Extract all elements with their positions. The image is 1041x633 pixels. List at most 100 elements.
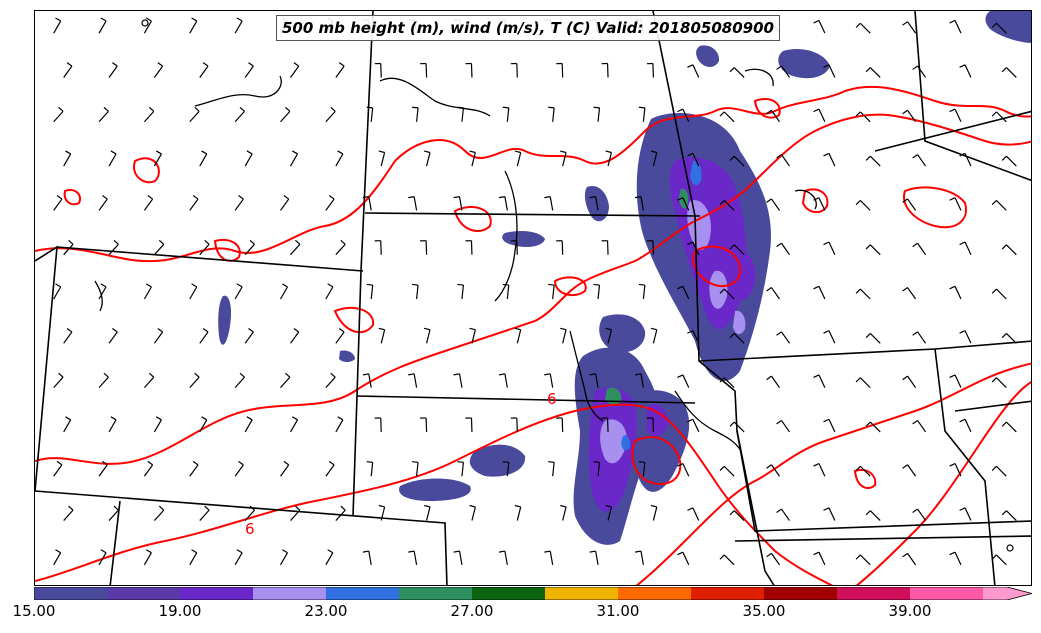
temperature-contour <box>853 469 877 489</box>
wind-speed-shading <box>218 11 1031 545</box>
wind-barb <box>234 17 243 34</box>
state-boundary-line <box>364 212 701 217</box>
wind-barb <box>189 283 198 300</box>
wind-barb <box>766 109 780 123</box>
wind-barb <box>143 283 152 300</box>
wind-barb <box>902 464 917 477</box>
wind-barb <box>902 375 917 388</box>
state-boundary-line <box>954 400 1031 412</box>
wind-shade-region <box>733 310 746 335</box>
wind-barb <box>677 462 690 477</box>
wind-barb <box>589 196 599 211</box>
state-boundary-line <box>652 11 775 585</box>
wind-barb <box>912 331 927 344</box>
wind-barb <box>469 327 476 344</box>
wind-barb <box>469 504 476 521</box>
river-line <box>379 77 491 117</box>
wind-barb <box>776 154 790 167</box>
wind-shade-region <box>469 444 526 477</box>
wind-barb <box>949 108 962 123</box>
wind-barb <box>912 419 927 433</box>
temperature-contour <box>801 188 829 214</box>
colorbar-tick-label: 35.00 <box>742 602 786 620</box>
temperature-contour <box>453 206 492 232</box>
wind-barb <box>650 150 658 167</box>
wind-barb <box>959 507 972 521</box>
wind-barb <box>959 330 972 344</box>
colorbar-segment <box>180 587 253 600</box>
wind-barb <box>1001 332 1017 344</box>
wind-shade-region <box>621 435 631 451</box>
wind-barb <box>729 332 745 344</box>
colorbar-segment <box>837 587 910 600</box>
wind-barb <box>638 461 646 477</box>
wind-barb <box>687 152 700 167</box>
wind-barb <box>335 416 344 433</box>
wind-barb <box>143 17 152 34</box>
wind-barb <box>949 19 962 34</box>
wind-barb <box>1001 67 1017 78</box>
map-panel: 6 6 <box>34 10 1032 586</box>
wind-barb <box>865 332 881 344</box>
wind-barb <box>378 327 386 344</box>
wind-barb <box>823 64 836 78</box>
wind-barb <box>244 416 253 433</box>
colorbar-tick-label: 23.00 <box>304 602 348 620</box>
wind-barb <box>325 460 335 477</box>
wind-barb <box>280 372 291 389</box>
wind-barb <box>855 22 871 34</box>
wind-barb <box>865 244 881 256</box>
wind-barb <box>420 240 428 255</box>
lake-outline <box>1006 544 1014 552</box>
wind-barb <box>420 62 428 78</box>
state-boundary-line <box>734 535 1031 542</box>
wind-barb <box>108 327 118 344</box>
wind-barb <box>280 195 290 211</box>
wind-shade-region <box>339 350 355 362</box>
wind-barb <box>465 240 473 255</box>
state-boundary-line <box>914 11 1031 182</box>
wind-barb <box>53 17 62 34</box>
wind-barb <box>244 327 254 344</box>
wind-barb <box>108 239 119 256</box>
wind-barb <box>544 373 554 388</box>
wind-barb <box>902 109 917 123</box>
wind-barb <box>280 460 290 477</box>
wind-barb <box>325 549 334 566</box>
wind-barb <box>650 327 658 344</box>
state-boundary-line <box>352 11 374 517</box>
temperature-contour <box>631 436 682 486</box>
wind-barb <box>855 111 871 123</box>
wind-barb <box>601 417 609 432</box>
state-boundary-line <box>934 348 996 585</box>
wind-barb <box>335 327 345 344</box>
wind-barb <box>53 460 63 477</box>
colorbar-tick-label: 31.00 <box>596 602 640 620</box>
wind-shade-region <box>647 404 669 437</box>
wind-barb <box>687 330 700 344</box>
wind-barb <box>593 461 601 477</box>
wind-barb <box>902 21 917 34</box>
wind-barb <box>498 550 508 565</box>
wind-barb <box>601 62 609 78</box>
wind-barb <box>646 62 655 78</box>
wind-barb <box>244 62 254 78</box>
wind-barb <box>638 106 646 122</box>
wind-barb <box>560 327 567 344</box>
wind-barb <box>593 106 601 122</box>
wind-barb <box>1001 155 1017 167</box>
wind-barb <box>776 65 790 78</box>
contour-label: 6 <box>547 390 557 408</box>
wind-barb <box>544 550 554 565</box>
wind-barb <box>855 554 871 566</box>
wind-barb <box>912 65 927 78</box>
wind-barb <box>199 327 209 344</box>
wind-barb <box>605 504 613 521</box>
wind-barb <box>813 19 826 34</box>
wind-barb <box>991 288 1007 300</box>
wind-barb <box>991 465 1007 477</box>
wind-barb <box>98 106 109 123</box>
wind-barb <box>290 505 301 521</box>
wind-barb <box>199 150 208 167</box>
temperature-contour <box>553 276 587 297</box>
